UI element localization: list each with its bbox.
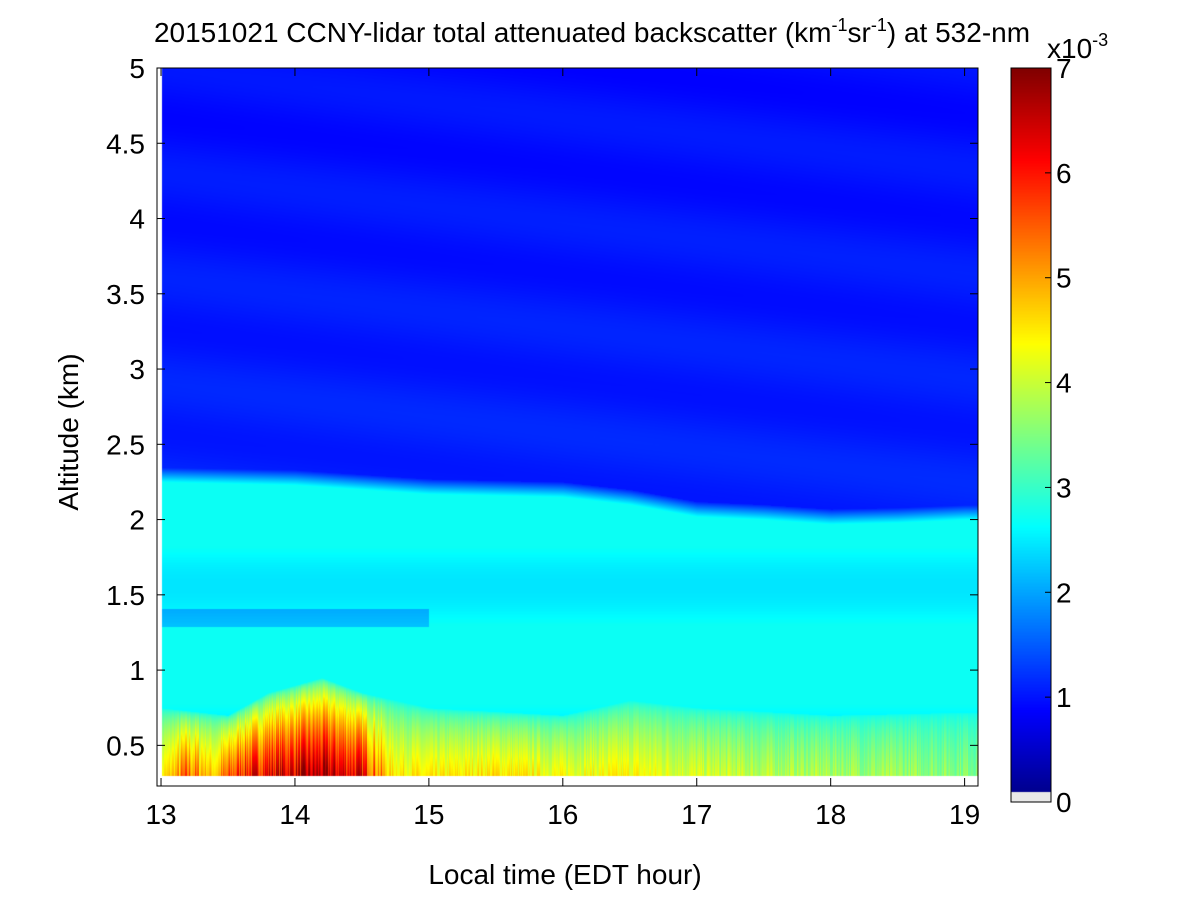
colorbar-tick-label: 6 xyxy=(1056,158,1072,189)
title-sup-2: -1 xyxy=(871,15,887,35)
colorbar-multiplier-base: x10 xyxy=(1047,33,1092,64)
y-tick-label: 1 xyxy=(129,655,145,686)
colorbar-tick-label: 4 xyxy=(1056,368,1072,399)
x-tick-label: 13 xyxy=(145,799,176,830)
x-tick-label: 18 xyxy=(815,799,846,830)
y-tick-label: 2 xyxy=(129,505,145,536)
y-tick-label: 5 xyxy=(129,53,145,84)
colorbar-tick-label: 1 xyxy=(1056,682,1072,713)
y-tick-label: 4 xyxy=(129,204,145,235)
x-tick-label: 15 xyxy=(413,799,444,830)
x-tick-label: 14 xyxy=(279,799,310,830)
title-sup-1: -1 xyxy=(832,15,848,35)
x-axis-label: Local time (EDT hour) xyxy=(428,859,701,890)
colorbar-multiplier-exp: -3 xyxy=(1092,30,1108,50)
colorbar-gradient-container xyxy=(1011,68,1051,802)
backscatter-heatmap xyxy=(157,68,978,786)
heatmap-container xyxy=(157,68,978,786)
x-tick-label: 19 xyxy=(949,799,980,830)
colorbar-tick-label: 0 xyxy=(1056,787,1072,818)
y-tick-label: 3.5 xyxy=(106,279,145,310)
plot-area: 13 14 15 16 17 18 19 0.5 1 1.5 2 2.5 3 3.5 4 4.5 5 xyxy=(106,53,980,830)
x-axis-ticks: 13 14 15 16 17 18 19 xyxy=(145,68,980,830)
colorbar-ticks: 0 1 2 3 4 5 6 7 xyxy=(1045,53,1072,818)
y-axis-ticks: 0.5 1 1.5 2 2.5 3 3.5 4 4.5 5 xyxy=(106,53,978,761)
y-tick-label: 1.5 xyxy=(106,580,145,611)
y-tick-label: 4.5 xyxy=(106,128,145,159)
colorbar-multiplier: x10-3 xyxy=(1047,30,1108,64)
y-tick-label: 3 xyxy=(129,354,145,385)
x-tick-label: 17 xyxy=(681,799,712,830)
y-tick-label: 0.5 xyxy=(106,730,145,761)
colorbar-tick-label: 5 xyxy=(1056,263,1072,294)
colorbar: 0 1 2 3 4 5 6 7 x10-3 xyxy=(1010,30,1108,818)
colorbar-frame xyxy=(1010,67,1052,803)
colorbar-gradient xyxy=(1011,68,1051,802)
title-prefix: 20151021 CCNY-lidar total attenuated bac… xyxy=(154,17,832,48)
y-tick-label: 2.5 xyxy=(106,429,145,460)
colorbar-tick-label: 3 xyxy=(1056,472,1072,503)
title-mid: sr xyxy=(848,17,871,48)
title-suffix: ) at 532-nm xyxy=(887,17,1030,48)
colorbar-tick-label: 2 xyxy=(1056,577,1072,608)
plot-frame xyxy=(156,67,979,787)
x-tick-label: 16 xyxy=(547,799,578,830)
chart-title: 20151021 CCNY-lidar total attenuated bac… xyxy=(154,15,1030,48)
y-axis-label: Altitude (km) xyxy=(53,353,84,510)
colorbar-tick-label: 7 xyxy=(1056,53,1072,84)
